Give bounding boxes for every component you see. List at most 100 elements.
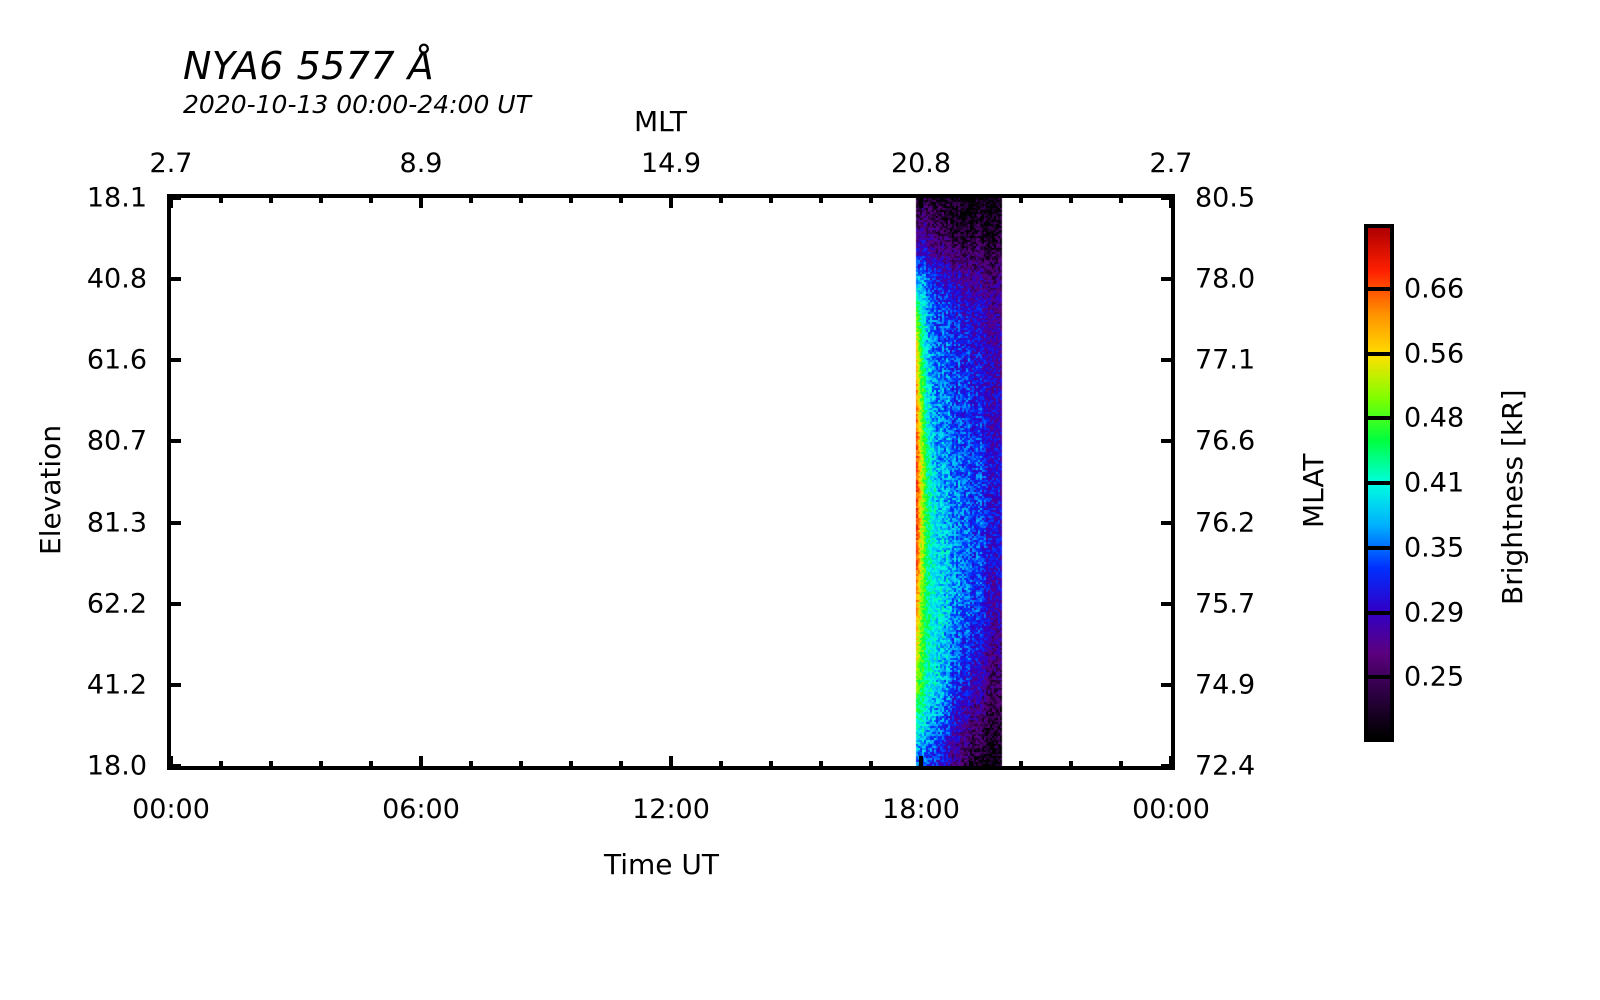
colorbar-divider <box>1364 481 1394 485</box>
colorbar-divider <box>1364 416 1394 421</box>
top-tick-label: 2.7 <box>149 148 193 179</box>
x-minor-tick-top <box>569 194 573 203</box>
keogram-plot-area <box>167 194 1175 770</box>
colorbar-divider <box>1364 351 1394 356</box>
x-minor-tick-bottom <box>869 761 873 770</box>
colorbar-tick-label: 0.66 <box>1404 273 1465 305</box>
colorbar-divider <box>1364 545 1394 550</box>
x-major-tick-bottom <box>419 756 423 770</box>
x-minor-tick-bottom <box>1069 761 1073 770</box>
right-tick-label: 74.9 <box>1195 669 1256 701</box>
right-tick-label: 72.4 <box>1195 750 1256 782</box>
left-axis-title: Elevation <box>34 424 67 555</box>
colorbar-tick-label: 0.25 <box>1404 661 1465 693</box>
y-tick-label: 61.6 <box>86 344 147 376</box>
top-tick-label: 8.9 <box>399 148 443 179</box>
x-minor-tick-top <box>219 194 223 203</box>
right-tick-label: 75.7 <box>1195 588 1256 620</box>
x-major-tick-bottom <box>919 756 923 770</box>
x-minor-tick-top <box>719 194 723 203</box>
x-minor-tick-bottom <box>519 761 523 770</box>
y-major-tick-left <box>167 520 181 525</box>
x-minor-tick-top <box>619 194 623 203</box>
x-minor-tick-bottom <box>469 761 473 770</box>
colorbar-divider <box>1364 675 1394 680</box>
x-minor-tick-bottom <box>569 761 573 770</box>
x-tick-label: 12:00 <box>632 794 710 825</box>
x-major-tick-top <box>669 194 673 208</box>
colorbar-divider <box>1364 610 1394 615</box>
top-tick-label: 2.7 <box>1149 148 1193 179</box>
x-minor-tick-top <box>469 194 473 203</box>
y-major-tick-right <box>1161 358 1175 363</box>
x-minor-tick-top <box>969 194 973 203</box>
y-major-tick-right <box>1161 439 1175 444</box>
x-minor-tick-top <box>769 194 773 203</box>
x-major-tick-top <box>169 194 173 208</box>
bottom-axis-title: Time UT <box>604 848 720 881</box>
y-major-tick-left <box>167 277 181 282</box>
colorbar-divider <box>1364 286 1394 291</box>
colorbar-title: Brightness [kR] <box>1496 389 1529 605</box>
x-minor-tick-bottom <box>319 761 323 770</box>
right-tick-label: 80.5 <box>1195 182 1256 214</box>
top-tick-label: 14.9 <box>640 148 702 179</box>
keogram-heatmap <box>171 198 1171 766</box>
x-minor-tick-top <box>1019 194 1023 203</box>
y-major-tick-left <box>167 601 181 606</box>
y-major-tick-left <box>167 358 181 363</box>
figure-subtitle: 2020-10-13 00:00-24:00 UT <box>183 90 531 119</box>
x-tick-label: 06:00 <box>382 794 460 825</box>
x-minor-tick-bottom <box>1119 761 1123 770</box>
y-tick-label: 62.2 <box>86 588 147 620</box>
x-minor-tick-top <box>1119 194 1123 203</box>
colorbar-tick-label: 0.48 <box>1404 402 1465 434</box>
colorbar-tick-label: 0.35 <box>1404 532 1465 564</box>
right-tick-label: 77.1 <box>1195 344 1256 376</box>
x-minor-tick-top <box>319 194 323 203</box>
y-major-tick-right <box>1161 196 1175 200</box>
y-major-tick-right <box>1161 520 1175 525</box>
y-major-tick-left <box>167 439 181 444</box>
x-minor-tick-top <box>869 194 873 203</box>
x-minor-tick-top <box>819 194 823 203</box>
x-major-tick-bottom <box>169 756 173 770</box>
y-major-tick-right <box>1161 682 1175 687</box>
x-minor-tick-top <box>269 194 273 203</box>
y-major-tick-right <box>1161 601 1175 606</box>
x-tick-label: 18:00 <box>882 794 960 825</box>
right-tick-label: 76.2 <box>1195 507 1256 539</box>
x-tick-label: 00:00 <box>132 794 210 825</box>
colorbar-tick-label: 0.29 <box>1404 597 1465 628</box>
x-minor-tick-bottom <box>719 761 723 770</box>
y-major-tick-left <box>167 196 181 200</box>
y-tick-label: 80.7 <box>86 425 147 457</box>
y-tick-label: 81.3 <box>86 507 147 539</box>
x-minor-tick-bottom <box>769 761 773 770</box>
y-tick-label: 40.8 <box>86 263 147 295</box>
colorbar-tick-label: 0.41 <box>1404 467 1465 499</box>
y-major-tick-left <box>167 682 181 687</box>
x-tick-label: 00:00 <box>1132 794 1210 825</box>
x-minor-tick-top <box>519 194 523 203</box>
top-tick-label: 20.8 <box>890 148 952 179</box>
y-major-tick-right <box>1161 764 1175 768</box>
x-minor-tick-top <box>369 194 373 203</box>
x-major-tick-bottom <box>669 756 673 770</box>
x-major-tick-top <box>919 194 923 208</box>
x-major-tick-top <box>1169 194 1173 208</box>
figure-title: NYA6 5577 Å <box>183 44 435 88</box>
x-minor-tick-bottom <box>269 761 273 770</box>
x-minor-tick-bottom <box>619 761 623 770</box>
x-minor-tick-bottom <box>819 761 823 770</box>
right-tick-label: 78.0 <box>1195 263 1256 295</box>
y-major-tick-left <box>167 764 181 768</box>
y-tick-label: 41.2 <box>86 669 147 701</box>
x-major-tick-bottom <box>1169 756 1173 770</box>
top-axis-title: MLT <box>634 105 688 138</box>
y-tick-label: 18.0 <box>86 750 147 782</box>
x-minor-tick-bottom <box>219 761 223 770</box>
right-axis-title: MLAT <box>1297 453 1330 528</box>
x-minor-tick-bottom <box>369 761 373 770</box>
